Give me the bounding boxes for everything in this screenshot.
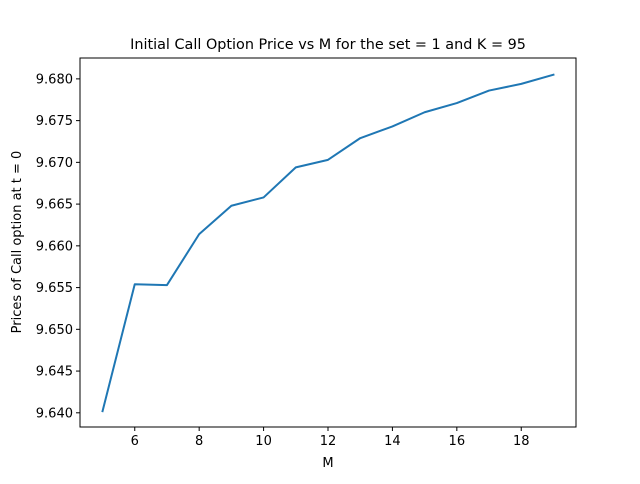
x-tick-label: 16 [449,434,466,449]
y-tick-label: 9.650 [36,323,73,338]
y-axis-label: Prices of Call option at t = 0 [10,151,25,334]
y-tick-label: 9.655 [36,281,73,296]
y-tick-label: 9.640 [36,406,73,421]
x-axis-label: M [322,456,333,471]
y-tick-label: 9.660 [36,239,73,254]
x-tick-label: 6 [131,434,139,449]
y-tick-label: 9.675 [36,114,73,129]
plot-frame [79,57,577,428]
x-tick-label: 14 [384,434,401,449]
series-line-0 [101,73,555,413]
series-layer [101,73,555,413]
x-axis-ticks: 6 8 10 12 14 16 18 [131,427,530,449]
y-axis-ticks: 9.640 9.645 9.650 9.655 9.660 9.665 9.670 9.675… [36,72,80,421]
x-tick-label: 8 [195,434,203,449]
y-tick-label: 9.680 [36,72,73,87]
y-tick-label: 9.645 [36,365,73,380]
y-tick-label: 9.670 [36,156,73,171]
x-tick-label: 12 [320,434,337,449]
x-tick-label: 18 [513,434,530,449]
chart-title: Initial Call Option Price vs M for the s… [130,37,526,53]
x-tick-label: 10 [255,434,272,449]
y-tick-label: 9.665 [36,198,73,213]
